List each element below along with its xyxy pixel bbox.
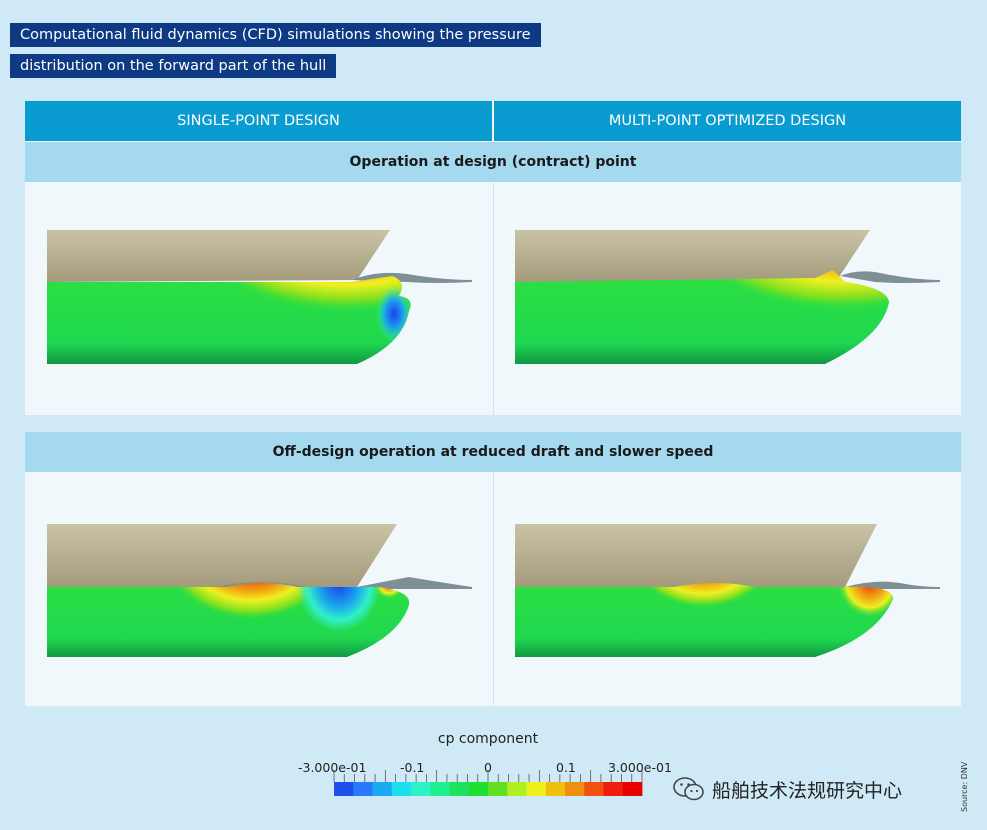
- column-header-single-point: SINGLE-POINT DESIGN: [25, 101, 492, 141]
- legend-title: cp component: [437, 731, 539, 747]
- legend-colorbar: [333, 770, 643, 796]
- legend-tick-label: -3.000e-01: [298, 760, 367, 775]
- legend-swatch: [488, 782, 508, 796]
- legend-swatch: [584, 782, 604, 796]
- column-divider: [493, 472, 494, 706]
- hull-cfd-multi-point-design: [515, 230, 940, 364]
- hull-cfd-single-point-design: [47, 230, 472, 364]
- legend-swatch: [603, 782, 624, 796]
- legend-tick-label: -0.1: [400, 760, 425, 775]
- legend-swatch: [507, 782, 527, 796]
- title-line-1: Computational fluid dynamics (CFD) simul…: [10, 23, 541, 47]
- column-divider: [493, 182, 494, 415]
- legend-tick-label: 0.1: [556, 760, 576, 775]
- legend-swatch: [353, 782, 373, 796]
- hull-cfd-single-point-off-design: [47, 524, 472, 657]
- legend-swatch: [565, 782, 585, 796]
- wechat-icon: [673, 777, 704, 801]
- legend-swatch: [468, 782, 489, 796]
- legend-swatch: [334, 782, 354, 796]
- hull-cfd-multi-point-off-design: [515, 524, 940, 657]
- legend-tick-label: 0: [484, 760, 492, 775]
- legend-swatch: [430, 782, 450, 796]
- watermark: 船舶技术法规研究中心: [672, 775, 902, 803]
- legend-tick-label: 3.000e-01: [608, 760, 672, 775]
- column-header-multi-point: MULTI-POINT OPTIMIZED DESIGN: [494, 101, 961, 141]
- section-design-point: Operation at design (contract) point: [25, 142, 961, 182]
- legend-swatch: [411, 782, 431, 796]
- legend-swatch: [372, 782, 393, 796]
- title-line-2: distribution on the forward part of the …: [10, 54, 337, 78]
- legend-swatch: [545, 782, 566, 796]
- section-off-design: Off-design operation at reduced draft an…: [25, 432, 961, 472]
- legend-swatch: [622, 782, 643, 796]
- legend-swatch: [449, 782, 470, 796]
- legend-swatch: [526, 782, 547, 796]
- source-credit: Source: DNV: [960, 761, 969, 812]
- watermark-text: 船舶技术法规研究中心: [712, 779, 903, 802]
- legend-swatch: [391, 782, 412, 796]
